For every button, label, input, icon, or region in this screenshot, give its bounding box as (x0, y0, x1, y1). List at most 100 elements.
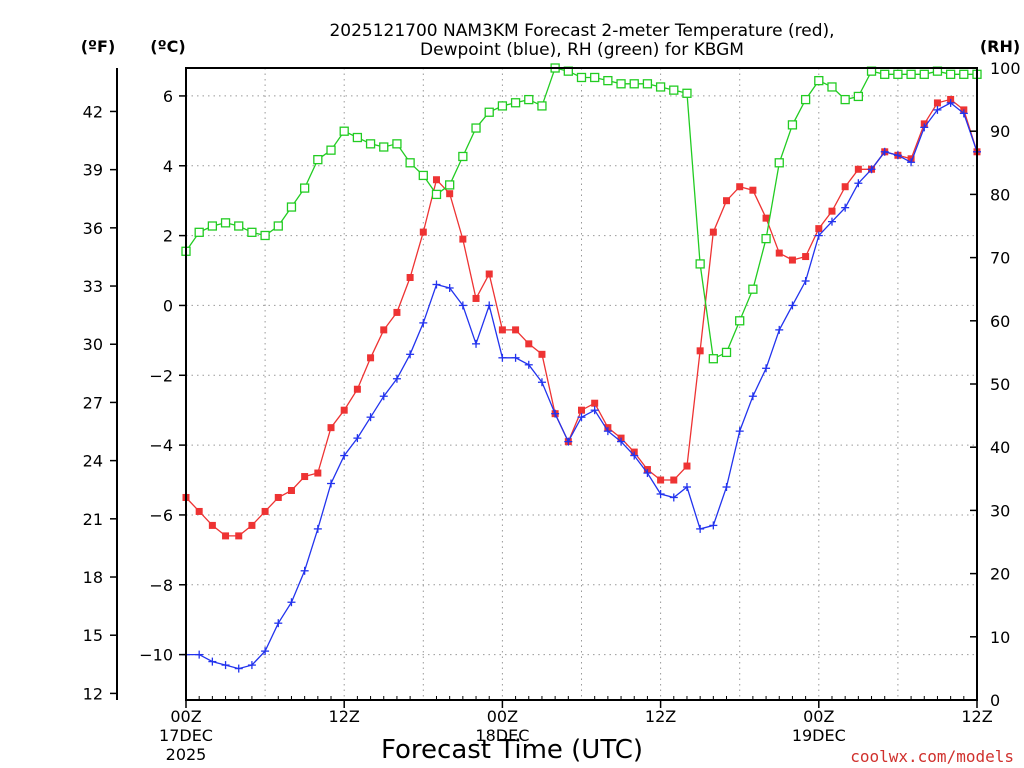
rh-point (207, 221, 218, 231)
rh-point (445, 180, 455, 190)
temperature-point (327, 424, 335, 432)
dewpoint-point (551, 409, 560, 418)
temperature-point (208, 521, 216, 529)
dewpoint-point (748, 392, 757, 401)
temperature-point (657, 476, 665, 484)
dewpoint-point (920, 123, 929, 132)
rh-point (273, 221, 283, 231)
dewpoint-point (907, 158, 916, 167)
rh-point (642, 79, 653, 89)
temperature-point (525, 340, 533, 348)
x-tick-label: 00Z (803, 707, 834, 726)
rh-point (945, 69, 956, 79)
temperature-point (353, 385, 361, 393)
temperature-point (485, 270, 493, 278)
temperature-point (802, 253, 810, 261)
rh-point (510, 98, 521, 108)
fahrenheit-axis-unit: (ºF) (81, 37, 116, 56)
temperature-point (749, 186, 757, 194)
dewpoint-point (419, 318, 428, 327)
rh-point (721, 347, 732, 358)
temperature-point (432, 176, 440, 184)
x-tick-label: 00Z (170, 707, 201, 726)
dewpoint-point (458, 301, 467, 310)
rh-point (234, 221, 244, 231)
dewpoint-point (208, 657, 217, 666)
dewpoint-point (445, 283, 454, 292)
rh-tick-label: 40 (990, 438, 1010, 457)
rh-tick-label: 70 (990, 249, 1010, 268)
dewpoint-point (498, 353, 507, 362)
rh-tick-label: 20 (990, 565, 1010, 584)
rh-point (787, 120, 798, 130)
temperature-point (736, 183, 744, 191)
rh-point (761, 233, 771, 244)
fahrenheit-tick-label: 15 (83, 626, 103, 645)
fahrenheit-tick-label: 12 (83, 684, 103, 703)
series-dewpoint (182, 98, 981, 673)
dewpoint-point (841, 203, 850, 212)
celsius-axis-unit: (ºC) (150, 37, 185, 56)
dewpoint-point (775, 325, 784, 334)
chart-title-line2: Dewpoint (blue), RH (green) for KBGM (420, 40, 744, 60)
dewpoint-point (630, 451, 639, 460)
temperature-point (261, 507, 269, 515)
rh-line (185, 67, 977, 360)
celsius-tick-label: 2 (163, 227, 173, 246)
temperature-point (578, 406, 585, 414)
temperature-point (670, 476, 678, 484)
x-tick-label: 00Z (487, 707, 518, 726)
rh-point (326, 145, 336, 155)
temperature-point (683, 462, 691, 470)
x-axis-title: Forecast Time (UTC) (381, 735, 643, 765)
dewpoint-point (313, 524, 322, 533)
rh-point (800, 94, 811, 105)
x-tick-label: 12Z (961, 707, 992, 726)
rh-tick-label: 90 (990, 122, 1010, 141)
rh-point (260, 230, 270, 241)
temperature-point (393, 308, 401, 316)
celsius-tick-label: −2 (149, 366, 173, 385)
dewpoint-point (656, 489, 665, 498)
temperature-point (222, 532, 230, 540)
dewpoint-point (392, 374, 401, 383)
axes: 6420−2−4−6−8−104239363330272421181512100… (83, 59, 1021, 764)
temperature-point (472, 294, 480, 302)
temperature-point (591, 399, 599, 407)
rh-point (537, 101, 547, 111)
rh-point (352, 132, 363, 143)
temperature-point (380, 326, 388, 334)
temperature-point (815, 225, 823, 233)
temperature-point (248, 521, 256, 529)
fahrenheit-tick-label: 21 (83, 510, 103, 529)
rh-point (313, 154, 323, 165)
rh-point (220, 218, 231, 228)
rh-point (471, 123, 481, 133)
dewpoint-point (472, 339, 481, 348)
rh-tick-label: 10 (990, 628, 1010, 647)
rh-tick-label: 50 (990, 375, 1010, 394)
temperature-point (235, 532, 243, 540)
series-rh (181, 63, 982, 364)
temperature-point (459, 235, 467, 243)
rh-point (906, 69, 916, 79)
x-date-label: 17DEC (159, 726, 213, 745)
fahrenheit-tick-label: 36 (83, 219, 103, 238)
temperature-point (195, 507, 203, 515)
rh-point (853, 91, 863, 102)
temperature-point (828, 207, 836, 215)
rh-point (708, 354, 718, 364)
fahrenheit-tick-label: 18 (83, 568, 103, 587)
dewpoint-point (696, 524, 705, 533)
temperature-point (287, 486, 295, 494)
temperature-point (841, 183, 849, 191)
rh-point (392, 139, 402, 149)
dewpoint-point (195, 650, 204, 659)
rh-point (959, 69, 969, 79)
rh-point (458, 151, 468, 162)
celsius-tick-label: −6 (149, 506, 173, 525)
temperature-point (933, 99, 941, 107)
dewpoint-point (247, 661, 256, 670)
rh-axis-unit: (RH) (980, 37, 1020, 56)
dewpoint-point (511, 353, 520, 362)
